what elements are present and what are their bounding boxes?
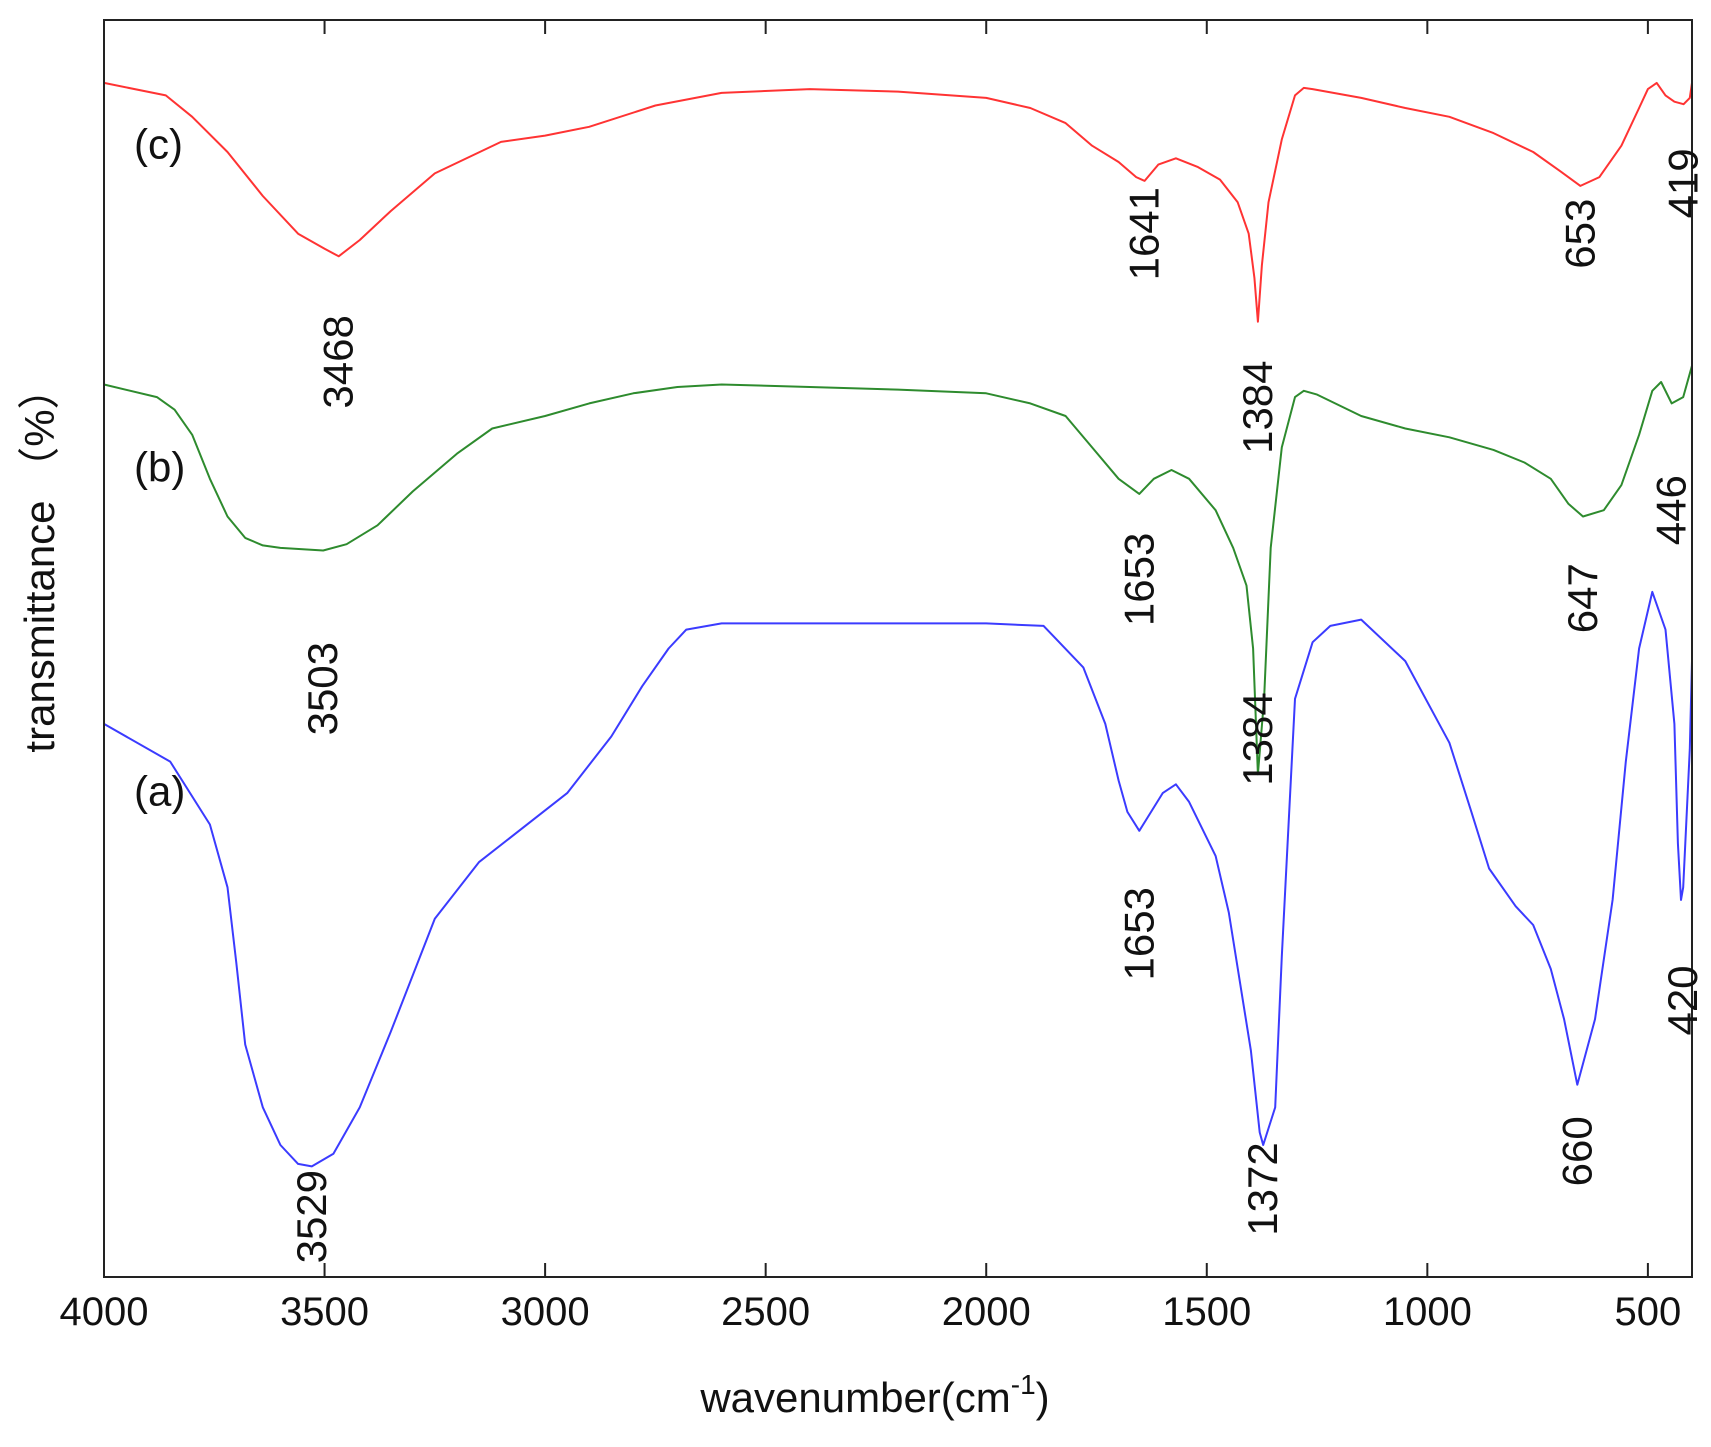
peak-label-420: 420 <box>1659 965 1706 1035</box>
peak-label-660: 660 <box>1553 1116 1600 1186</box>
x-axis: 4000 3500 3000 2500 2000 1500 1000 500 <box>60 20 1682 1334</box>
series-label-a: (a) <box>134 768 185 815</box>
peak-label-1384: 1384 <box>1234 692 1281 785</box>
x-tick-label: 1000 <box>1383 1290 1472 1334</box>
x-tick-label: 3500 <box>280 1290 369 1334</box>
peak-label-3529: 3529 <box>288 1170 335 1263</box>
x-tick-label: 2000 <box>942 1290 1031 1334</box>
peak-annotations: 3468 1641 1384 653 419 3503 1653 1384 647 446 3529… <box>288 148 1707 1263</box>
series-line-c <box>103 81 1693 323</box>
series-layer <box>103 81 1693 1168</box>
peak-label-3468: 3468 <box>315 315 362 408</box>
y-axis-title: transmittance （%） <box>16 367 63 752</box>
peak-label-3503: 3503 <box>299 642 346 735</box>
peak-label-1641: 1641 <box>1121 187 1168 280</box>
series-line-b <box>103 364 1693 776</box>
series-label-b: (b) <box>134 443 185 490</box>
peak-label-446: 446 <box>1648 475 1695 545</box>
plot-frame <box>103 19 1693 1278</box>
x-tick-label: 2500 <box>721 1290 810 1334</box>
x-axis-title: wavenumber(cm-1) <box>699 1369 1049 1421</box>
peak-label-1653: 1653 <box>1115 887 1162 980</box>
series-line-a <box>103 590 1693 1168</box>
series-label-c: (c) <box>134 120 183 167</box>
peak-label-419: 419 <box>1660 148 1707 218</box>
peak-label-653: 653 <box>1556 199 1603 269</box>
x-tick-label: 3000 <box>501 1290 590 1334</box>
x-tick-label: 4000 <box>60 1290 149 1334</box>
x-tick-label: 1500 <box>1162 1290 1251 1334</box>
peak-label-1384: 1384 <box>1234 360 1281 453</box>
series-labels: (c) (b) (a) <box>134 120 185 814</box>
peak-label-1372: 1372 <box>1239 1142 1286 1235</box>
peak-label-1653: 1653 <box>1115 533 1162 626</box>
x-tick-label: 500 <box>1615 1290 1682 1334</box>
peak-label-647: 647 <box>1559 563 1606 633</box>
